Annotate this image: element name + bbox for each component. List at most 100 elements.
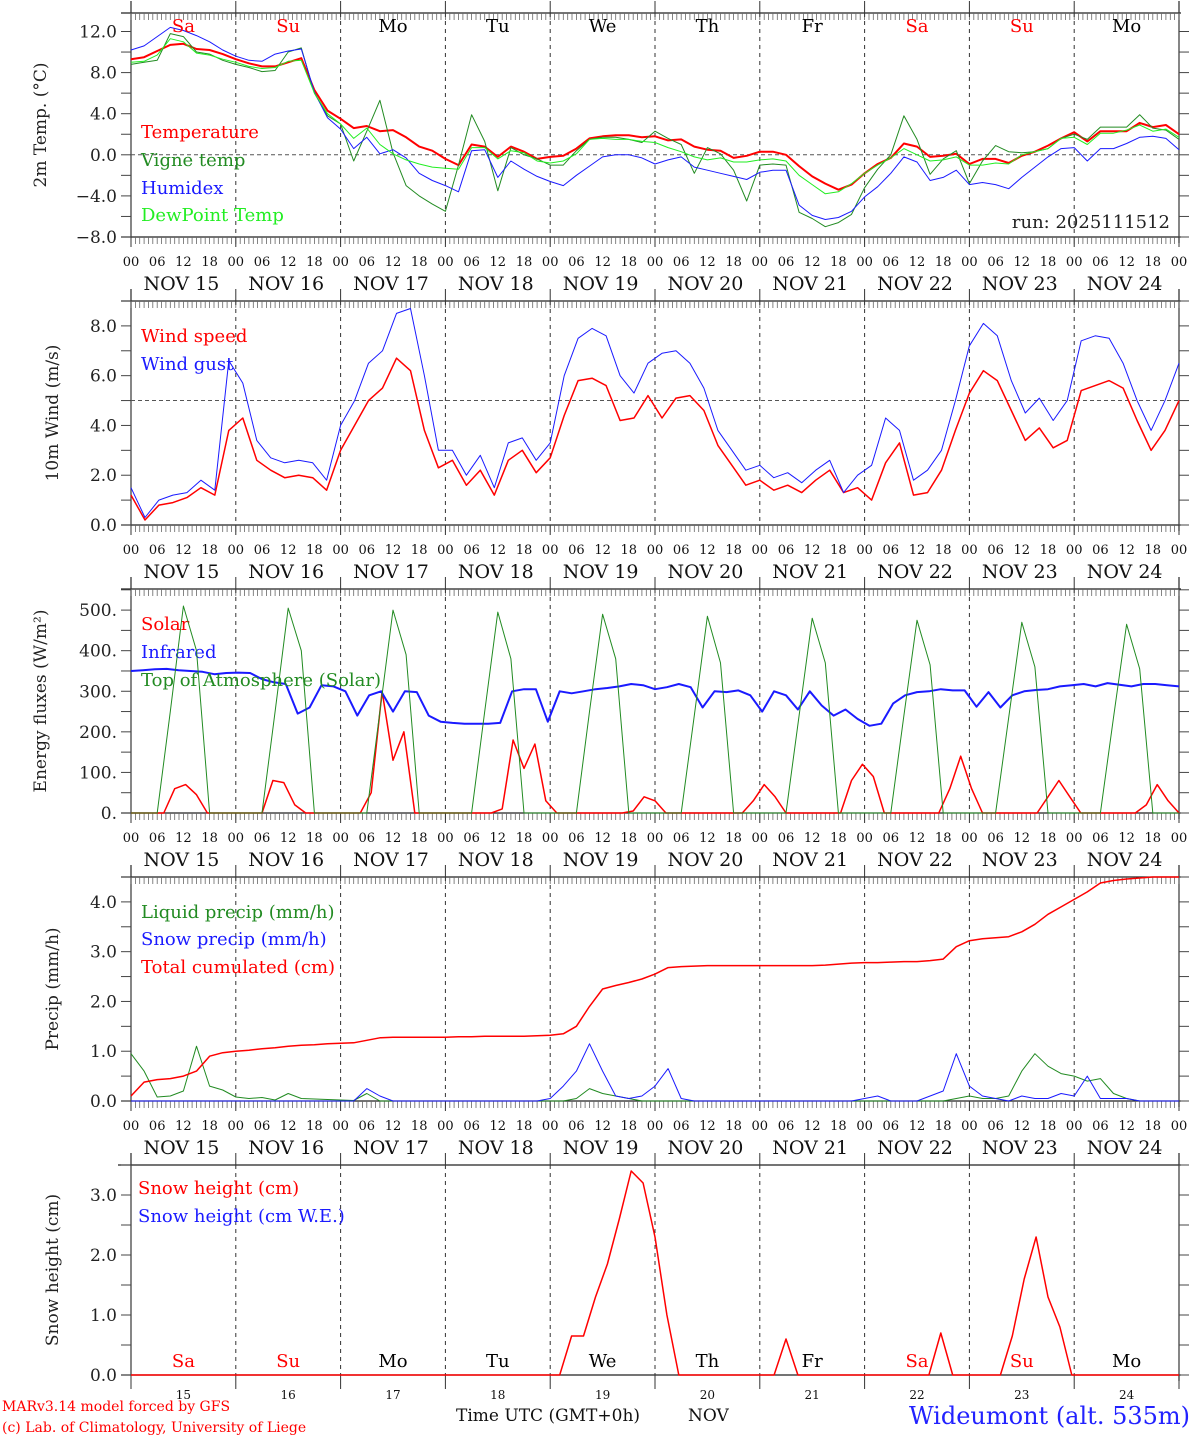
hour-label: 00	[1066, 831, 1083, 846]
legend-entry: Infrared	[141, 642, 216, 663]
hour-label: 18	[306, 543, 323, 558]
hour-label: 00	[647, 543, 664, 558]
panel-temp: −8.0 −4.0 0.0 4.0 8.0 12.0 2m Temp. (°C) Temper…	[31, 1, 1189, 295]
hour-label: 06	[987, 543, 1004, 558]
hour-label: 18	[830, 543, 847, 558]
series-line-snow-height-cm	[131, 1170, 1179, 1376]
date-label: NOV 16	[248, 849, 324, 871]
lab-credit: (c) Lab. of Climatology, University of L…	[2, 1420, 307, 1436]
hour-label: 06	[463, 831, 480, 846]
date-label: NOV 20	[667, 1137, 743, 1159]
hour-label: 18	[725, 255, 742, 270]
hour-label: 12	[175, 543, 192, 558]
hour-label: 18	[935, 255, 952, 270]
hour-label: 18	[306, 255, 323, 270]
hour-label: 00	[856, 543, 873, 558]
hour-label: 00	[123, 255, 140, 270]
date-label: NOV 22	[877, 273, 953, 295]
hour-label: 06	[673, 831, 690, 846]
y-axis-title: Snow height (cm)	[43, 1194, 63, 1346]
legend-entry: Snow precip (mm/h)	[141, 929, 327, 950]
weekday-label: Tu	[486, 16, 510, 37]
weekday-label: Sa	[905, 1351, 928, 1372]
date-label: 21	[805, 1388, 820, 1402]
weekday-label: Su	[1010, 16, 1034, 37]
date-label: NOV 22	[877, 561, 953, 583]
hour-label: 00	[437, 255, 454, 270]
weekday-label: We	[589, 16, 617, 37]
hour-label: 06	[673, 543, 690, 558]
y-axis-title: Precip (mm/h)	[43, 927, 63, 1050]
y-tick-label: 0.	[101, 804, 117, 824]
hour-label: 00	[961, 255, 978, 270]
y-tick-label: 2.0	[90, 466, 117, 486]
hour-label: 00	[228, 255, 245, 270]
hour-label: 00	[228, 543, 245, 558]
hour-label: 00	[437, 831, 454, 846]
legend-entry: Snow height (cm)	[138, 1178, 299, 1199]
hour-label: 12	[490, 543, 507, 558]
legend-entry: Temperature	[141, 122, 259, 143]
hour-label: 00	[752, 1119, 769, 1134]
hour-label: 18	[621, 831, 638, 846]
date-label: 24	[1119, 1388, 1135, 1402]
hour-label: 00	[332, 255, 349, 270]
series-line-top-of-atmosphere-solar	[131, 605, 1179, 814]
y-axis-title: 2m Temp. (°C)	[31, 62, 51, 187]
hour-label: 00	[228, 1119, 245, 1134]
hour-label: 18	[725, 1119, 742, 1134]
legend-entry: Liquid precip (mm/h)	[141, 902, 335, 923]
hour-label: 18	[935, 1119, 952, 1134]
hour-label: 18	[935, 543, 952, 558]
hour-label: 00	[752, 255, 769, 270]
date-label: 15	[176, 1388, 191, 1402]
legend-entry: Solar	[141, 614, 190, 635]
y-tick-label: 1.0	[90, 1306, 117, 1326]
hour-label: 18	[201, 543, 218, 558]
hour-label: 18	[306, 831, 323, 846]
hour-label: 06	[463, 1119, 480, 1134]
date-label: NOV 18	[458, 1137, 534, 1159]
hour-label: 06	[254, 543, 271, 558]
date-label: NOV 21	[772, 273, 848, 295]
hour-label: 06	[149, 831, 166, 846]
hour-label: 00	[1066, 255, 1083, 270]
date-label: NOV 24	[1087, 273, 1163, 295]
hour-label: 12	[1014, 255, 1031, 270]
hour-label: 18	[1040, 1119, 1057, 1134]
hour-label: 18	[725, 543, 742, 558]
hour-label: 00	[542, 543, 559, 558]
date-label: NOV 21	[772, 561, 848, 583]
hour-label: 00	[1171, 543, 1188, 558]
hour-label: 12	[699, 831, 716, 846]
hour-label: 06	[673, 1119, 690, 1134]
hour-label: 18	[1040, 543, 1057, 558]
hour-label: 00	[1171, 831, 1188, 846]
hour-label: 12	[385, 1119, 402, 1134]
y-tick-label: 3.0	[90, 1186, 117, 1206]
date-label: NOV 24	[1087, 849, 1163, 871]
hour-label: 18	[201, 255, 218, 270]
date-label: NOV 20	[667, 849, 743, 871]
y-tick-label: 0.0	[90, 516, 117, 536]
hour-label: 12	[490, 1119, 507, 1134]
y-tick-label: 4.0	[90, 416, 117, 436]
model-credit: MARv3.14 model forced by GFS	[2, 1399, 231, 1415]
hour-label: 00	[752, 543, 769, 558]
date-label: NOV 22	[877, 849, 953, 871]
date-label: NOV 21	[772, 849, 848, 871]
hour-label: 06	[1092, 255, 1109, 270]
hour-label: 00	[856, 831, 873, 846]
y-tick-label: 8.0	[90, 317, 117, 337]
hour-label: 12	[280, 255, 297, 270]
hour-label: 18	[516, 255, 533, 270]
hour-ticks	[130, 877, 1180, 1108]
weekday-label: Sa	[905, 16, 928, 37]
hour-label: 06	[254, 831, 271, 846]
hour-label: 00	[752, 831, 769, 846]
hour-label: 12	[385, 543, 402, 558]
hour-label: 00	[961, 1119, 978, 1134]
hour-label: 06	[359, 831, 376, 846]
date-label: NOV 17	[353, 849, 429, 871]
weekday-label: Sa	[172, 16, 195, 37]
